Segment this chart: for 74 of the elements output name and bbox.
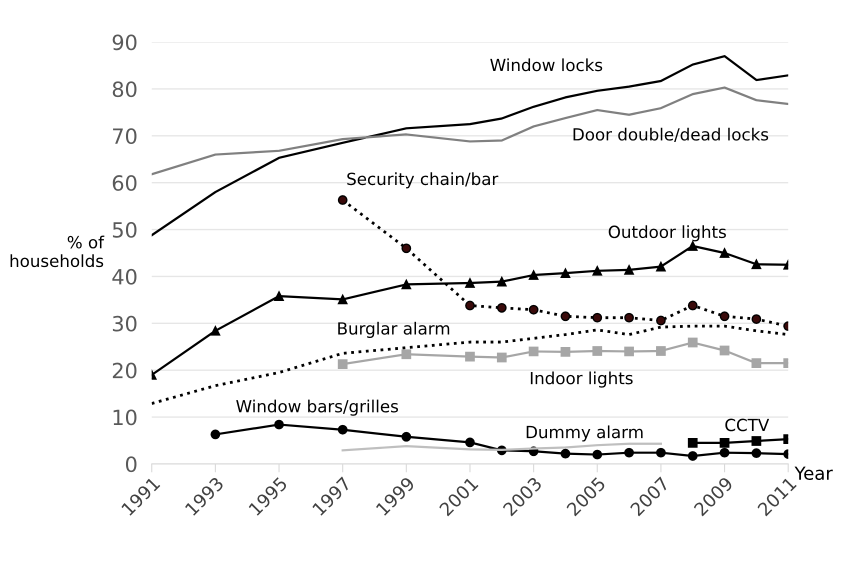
y-tick-label: 0 bbox=[126, 456, 136, 472]
point bbox=[560, 448, 570, 458]
y-tick-label: 60 bbox=[112, 175, 136, 191]
point bbox=[720, 311, 730, 322]
point bbox=[560, 268, 570, 278]
series-label: Dummy alarm bbox=[526, 425, 643, 442]
point bbox=[592, 312, 602, 323]
series-label: Door double/dead locks bbox=[574, 128, 768, 142]
point bbox=[688, 300, 698, 310]
series-label: Indoor lights bbox=[530, 372, 633, 388]
series-label: Window bars/grilles bbox=[236, 400, 398, 416]
point bbox=[465, 438, 475, 448]
point bbox=[656, 262, 666, 272]
point bbox=[656, 346, 666, 356]
y-tick-label: 50 bbox=[112, 222, 136, 238]
series-label: Security chain/bar bbox=[347, 172, 498, 188]
point bbox=[210, 430, 220, 440]
point bbox=[720, 438, 730, 448]
point bbox=[465, 278, 475, 288]
point bbox=[560, 347, 570, 357]
y-tick-label: 20 bbox=[112, 362, 136, 378]
point bbox=[624, 265, 634, 275]
point bbox=[720, 346, 730, 356]
point bbox=[338, 424, 348, 435]
point bbox=[752, 436, 762, 446]
point bbox=[528, 270, 538, 280]
point bbox=[401, 243, 412, 254]
point bbox=[624, 312, 634, 323]
point bbox=[688, 338, 698, 348]
point bbox=[401, 280, 412, 290]
point bbox=[592, 266, 602, 276]
point bbox=[752, 358, 762, 368]
point bbox=[688, 438, 698, 448]
y-tick-label: 90 bbox=[112, 34, 136, 50]
point bbox=[274, 291, 284, 301]
point bbox=[688, 241, 698, 251]
series-label: Outdoor lights bbox=[608, 225, 726, 242]
point bbox=[401, 349, 412, 360]
y-tick-label: 70 bbox=[113, 128, 136, 144]
y-tick-label: 40 bbox=[112, 268, 136, 285]
point bbox=[720, 248, 730, 258]
point bbox=[752, 314, 762, 324]
series-label: Window locks bbox=[490, 58, 602, 72]
point bbox=[560, 311, 570, 322]
series-label: CCTV bbox=[725, 418, 770, 432]
point bbox=[752, 448, 762, 458]
point bbox=[338, 359, 348, 369]
point bbox=[592, 346, 602, 356]
point bbox=[528, 304, 538, 315]
point bbox=[656, 448, 666, 458]
point bbox=[528, 346, 538, 356]
y-tick-label: 10 bbox=[114, 410, 136, 426]
x-axis-title: Year bbox=[794, 466, 833, 480]
y-tick-label: 80 bbox=[112, 81, 136, 98]
point bbox=[656, 316, 666, 326]
y-tick-label: 30 bbox=[112, 316, 136, 332]
point bbox=[592, 450, 602, 460]
point bbox=[338, 195, 348, 205]
point bbox=[624, 448, 634, 458]
y-axis-title: % of households bbox=[10, 236, 104, 268]
point bbox=[496, 302, 507, 313]
point bbox=[720, 448, 730, 458]
point bbox=[496, 276, 507, 286]
point bbox=[496, 352, 507, 362]
point bbox=[210, 326, 220, 336]
point bbox=[401, 432, 412, 442]
series-label: Burglar alarm bbox=[338, 322, 450, 338]
point bbox=[624, 346, 634, 356]
point bbox=[274, 420, 284, 430]
point bbox=[465, 300, 475, 310]
point bbox=[688, 451, 698, 461]
point bbox=[752, 259, 762, 270]
point bbox=[338, 294, 348, 304]
point bbox=[465, 352, 475, 362]
